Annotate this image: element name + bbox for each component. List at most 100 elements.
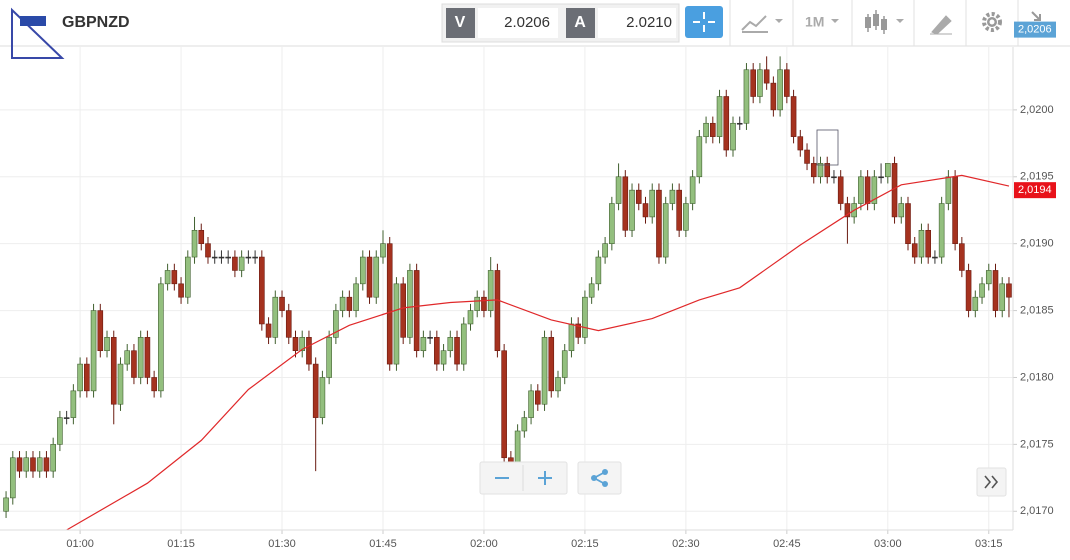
candle-body — [669, 189, 676, 204]
candle-body — [57, 417, 63, 445]
candle-icon[interactable] — [865, 14, 887, 30]
candle-body — [824, 163, 831, 178]
candle-body — [359, 256, 366, 285]
x-tick-label: 03:00 — [874, 538, 902, 550]
candle-body — [810, 163, 817, 178]
ask-button[interactable] — [566, 8, 595, 38]
candle-body — [447, 337, 454, 352]
candle-body — [164, 270, 171, 285]
candle-body — [326, 337, 332, 378]
candle-body — [312, 363, 319, 418]
x-tick-label: 03:15 — [975, 538, 1003, 550]
draw-icon[interactable] — [930, 15, 952, 35]
candle-body — [790, 96, 797, 137]
share-dot — [602, 469, 608, 475]
candle-body — [440, 350, 447, 365]
candle-body — [716, 96, 723, 137]
candle-body — [494, 270, 501, 352]
candle-body — [218, 256, 225, 259]
candle-body — [972, 296, 979, 311]
candle-body — [683, 203, 689, 231]
symbol: GBPNZD — [62, 14, 130, 31]
bid-button[interactable] — [446, 8, 475, 38]
candle-body — [191, 229, 198, 258]
candle-body — [90, 310, 97, 392]
candle-body — [36, 457, 43, 472]
chart-type-icon[interactable] — [741, 15, 768, 33]
candle-body — [454, 337, 460, 365]
x-tick-label: 01:45 — [369, 538, 397, 550]
candle-body — [225, 256, 231, 259]
candle-body — [400, 283, 406, 338]
candle-body — [582, 296, 588, 338]
candle-body — [999, 283, 1006, 311]
candle-body — [588, 283, 595, 298]
candle-body — [959, 243, 965, 271]
x-tick-label: 02:00 — [470, 538, 498, 550]
candle-body — [205, 243, 211, 258]
candle-body — [878, 176, 884, 179]
price-tag-label: 2,0206 — [1018, 24, 1052, 36]
candle-body — [474, 296, 481, 311]
bid-field — [478, 8, 558, 38]
candle-body — [501, 350, 507, 459]
candle-body — [481, 296, 487, 311]
dropdown-arrow — [896, 19, 904, 23]
candle-body — [144, 337, 151, 378]
candle-body — [70, 390, 77, 418]
candle-body — [1006, 283, 1012, 298]
candle-body — [911, 243, 918, 258]
candle-body — [777, 69, 783, 111]
candle-body — [710, 122, 716, 137]
timeframe[interactable]: 1M — [805, 14, 824, 30]
candle-body — [131, 350, 137, 378]
candle-body — [245, 256, 252, 259]
logo — [11, 7, 65, 59]
collapse-icon[interactable] — [1031, 11, 1053, 33]
candle-body — [770, 82, 777, 111]
candle-body — [750, 69, 756, 97]
candle-body — [110, 337, 117, 405]
candle-body — [548, 337, 555, 392]
candle-body — [353, 283, 359, 311]
candle-body — [407, 270, 413, 338]
candle-body — [63, 417, 70, 419]
crosshair-button[interactable] — [685, 6, 723, 38]
candle-body — [104, 337, 110, 352]
moving-average — [66, 174, 1010, 531]
candle-body — [521, 417, 528, 432]
bid-price: 2.0206 — [504, 14, 550, 31]
y-tick-label: 2,0190 — [1020, 238, 1054, 250]
candle-body — [171, 270, 178, 285]
ask-price: 2.0210 — [626, 14, 672, 31]
candle-body — [43, 457, 50, 472]
x-tick-label: 02:45 — [773, 538, 801, 550]
candle-body — [541, 337, 548, 405]
candle-body — [434, 337, 440, 365]
candle-body — [925, 229, 931, 258]
candle-body — [642, 203, 649, 218]
candle-body — [609, 203, 615, 244]
scroll-right[interactable] — [976, 467, 1007, 497]
bid-label: V — [455, 14, 466, 31]
toolbar: GBPNZD V 2.0206 A 2.0210 1M — [0, 0, 1070, 59]
candle-body — [817, 163, 824, 178]
candle-body — [635, 189, 642, 204]
candle-body — [487, 270, 494, 311]
candle-body — [319, 377, 326, 418]
candle-body — [831, 176, 837, 179]
share-button[interactable] — [577, 461, 622, 495]
candle-body — [615, 176, 622, 204]
candle-body — [656, 189, 662, 258]
x-tick-label: 01:00 — [66, 538, 94, 550]
candle-body — [844, 203, 851, 218]
candle-body — [23, 457, 30, 472]
candle-body — [676, 189, 682, 231]
candle-body — [723, 96, 730, 151]
settings-icon[interactable] — [982, 12, 1002, 32]
zoom-in[interactable] — [538, 471, 552, 485]
candle-body — [992, 270, 999, 311]
candle-body — [905, 203, 911, 244]
settings-icon-hole — [989, 19, 995, 25]
